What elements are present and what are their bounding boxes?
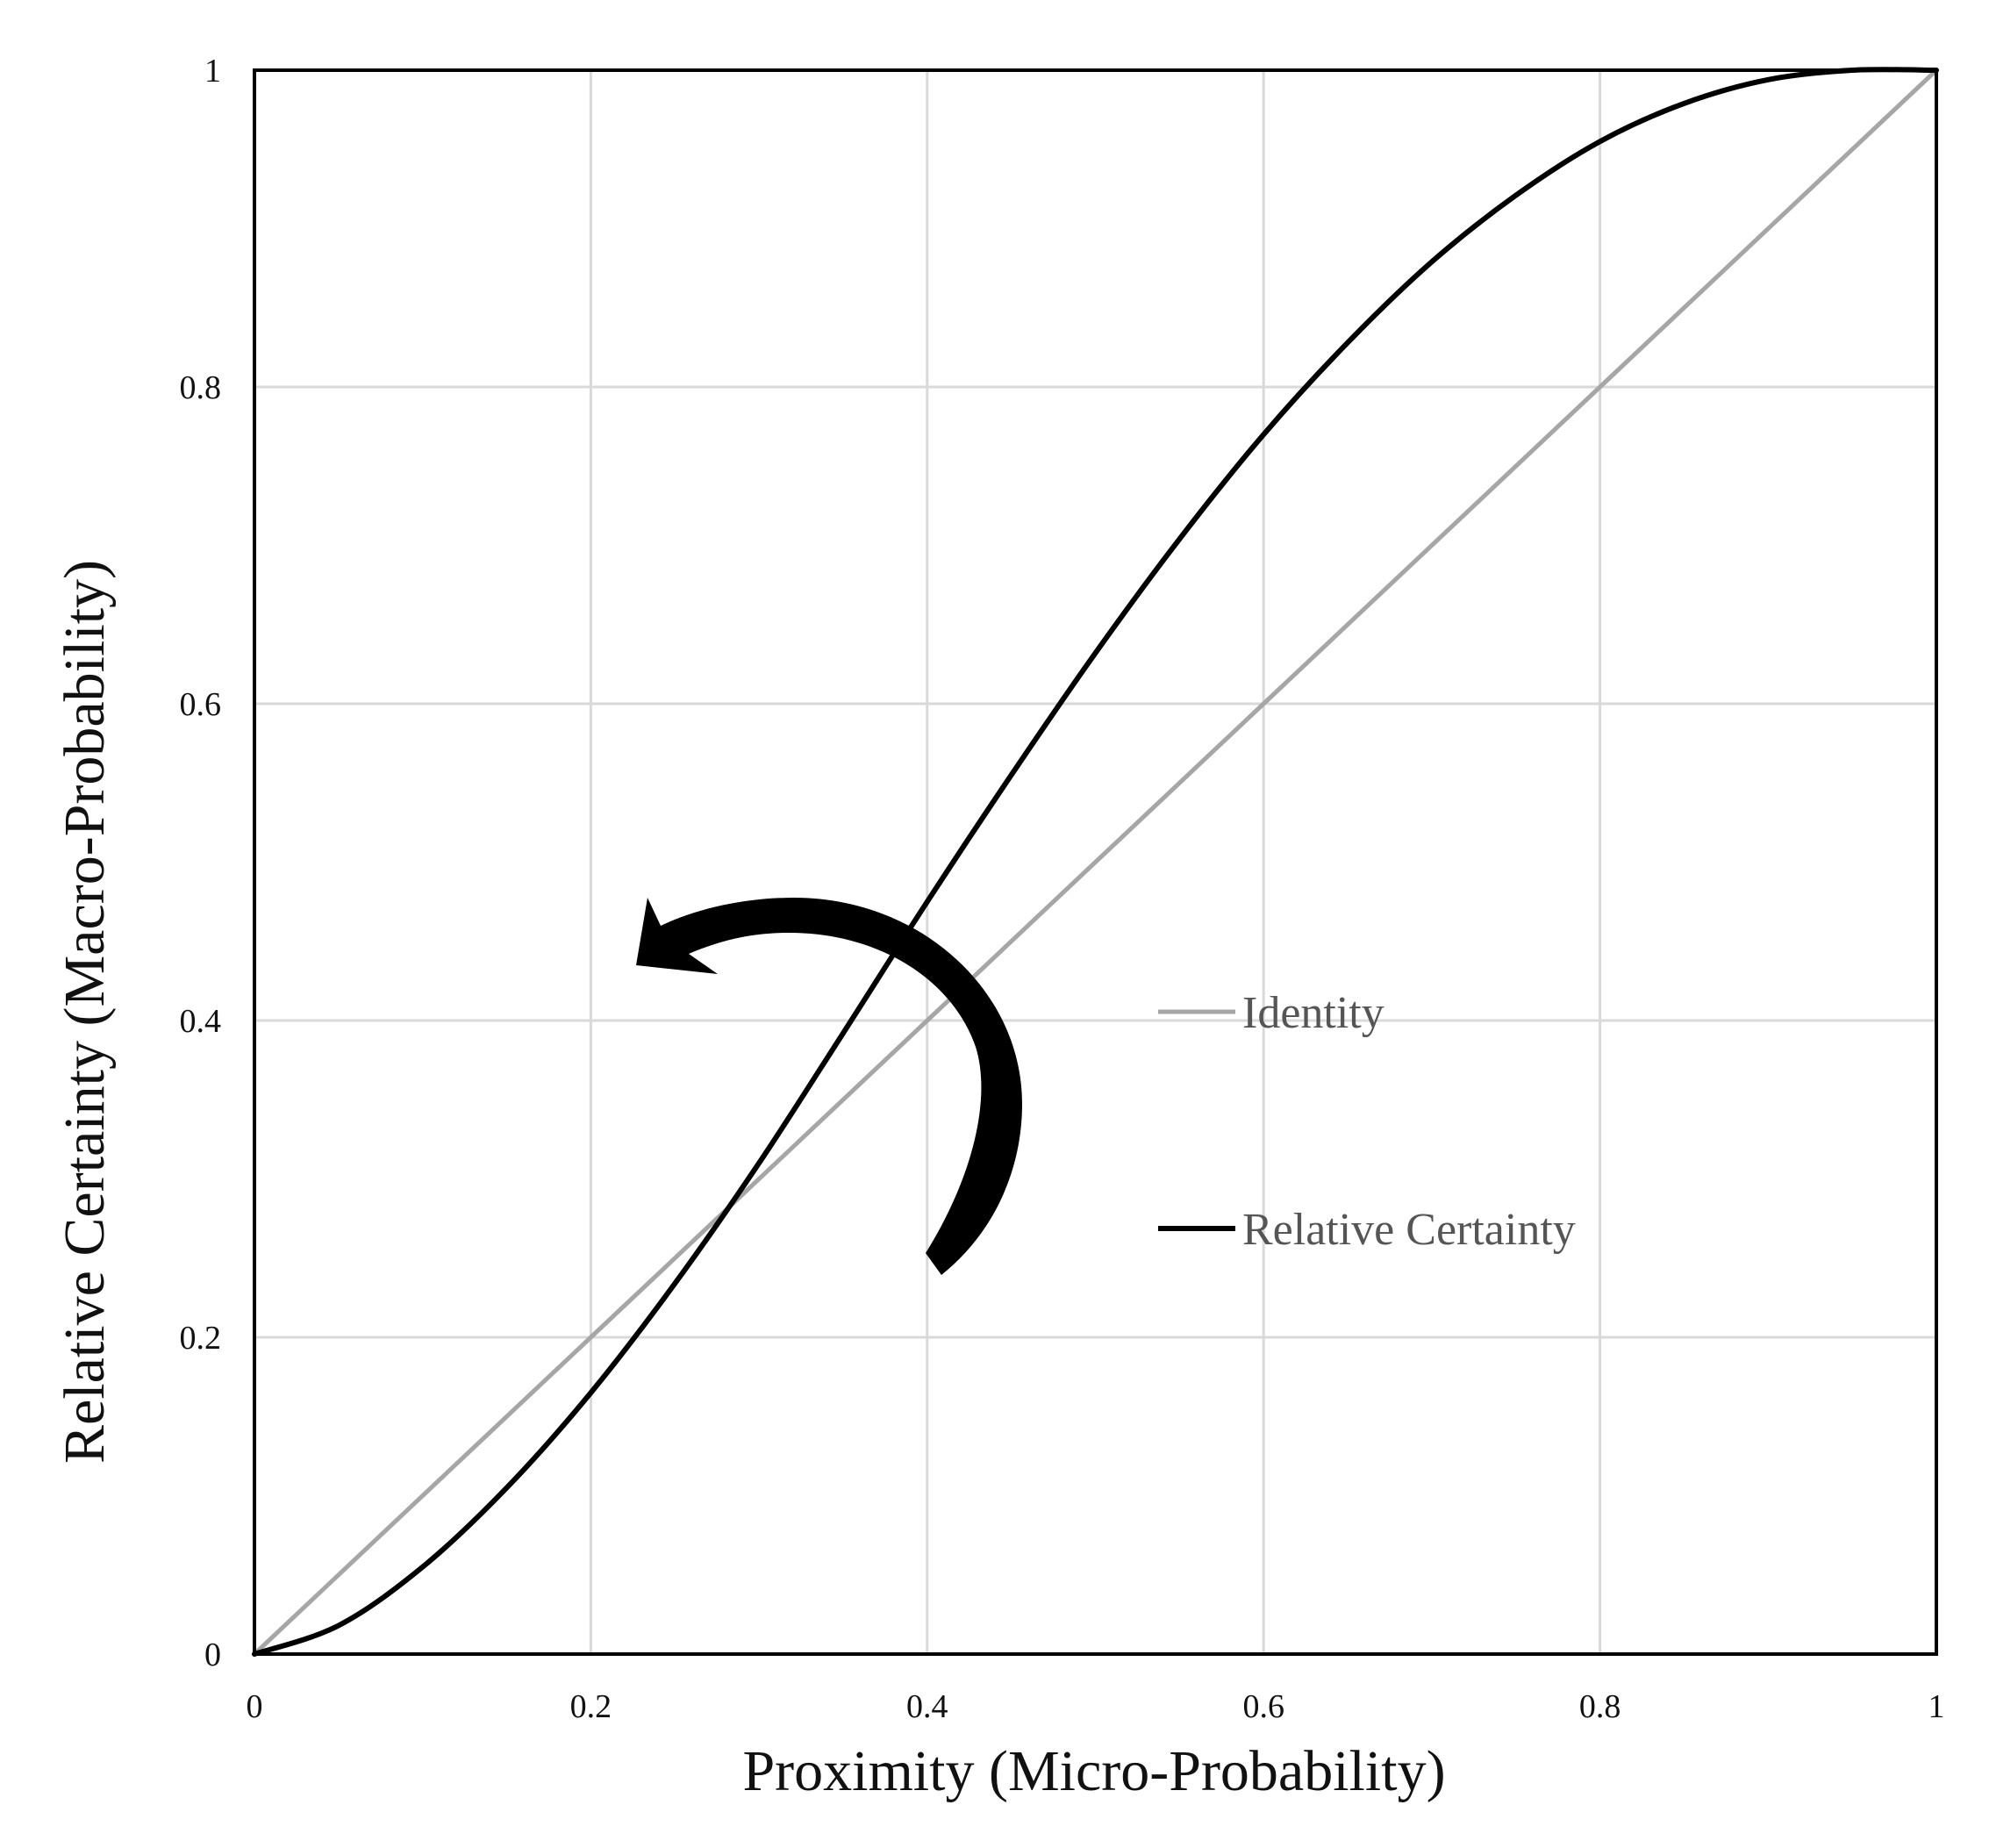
y-tick-label: 0.6 bbox=[180, 686, 222, 723]
series-line-relative-certainty bbox=[252, 67, 1939, 1657]
x-tick-labels: 0 0.2 0.4 0.6 0.8 1 bbox=[247, 1688, 1945, 1725]
x-tick-label: 0.8 bbox=[1579, 1688, 1621, 1725]
legend: Identity Relative Certainty bbox=[1158, 988, 1576, 1255]
x-tick-label: 0 bbox=[247, 1688, 263, 1725]
plot-frame bbox=[253, 68, 1938, 1656]
legend-label: Relative Certainty bbox=[1242, 1205, 1576, 1255]
x-axis-label: Proximity (Micro-Probability) bbox=[742, 1739, 1445, 1803]
curved-arrow bbox=[636, 898, 1022, 1275]
gridlines bbox=[254, 70, 1936, 1654]
legend-item-relative-certainty: Relative Certainty bbox=[1158, 1205, 1576, 1255]
y-tick-label: 0 bbox=[204, 1637, 221, 1673]
series-layer bbox=[252, 67, 1939, 1657]
legend-label: Identity bbox=[1242, 988, 1384, 1038]
x-tick-label: 0.4 bbox=[906, 1688, 948, 1725]
y-tick-labels: 0 0.2 0.4 0.6 0.8 1 bbox=[180, 53, 222, 1673]
y-tick-label: 0.8 bbox=[180, 369, 222, 406]
y-tick-label: 0.2 bbox=[180, 1320, 222, 1357]
y-axis-label: Relative Certainty (Macro-Probability) bbox=[53, 560, 117, 1464]
curved-arrow-annotation bbox=[636, 898, 1022, 1275]
y-tick-label: 1 bbox=[204, 53, 221, 90]
x-tick-label: 0.2 bbox=[570, 1688, 612, 1725]
y-tick-label: 0.4 bbox=[180, 1003, 222, 1040]
series-line-identity bbox=[252, 68, 1939, 1657]
x-tick-label: 0.6 bbox=[1242, 1688, 1284, 1725]
legend-item-identity: Identity bbox=[1158, 988, 1384, 1038]
x-tick-label: 1 bbox=[1928, 1688, 1945, 1725]
